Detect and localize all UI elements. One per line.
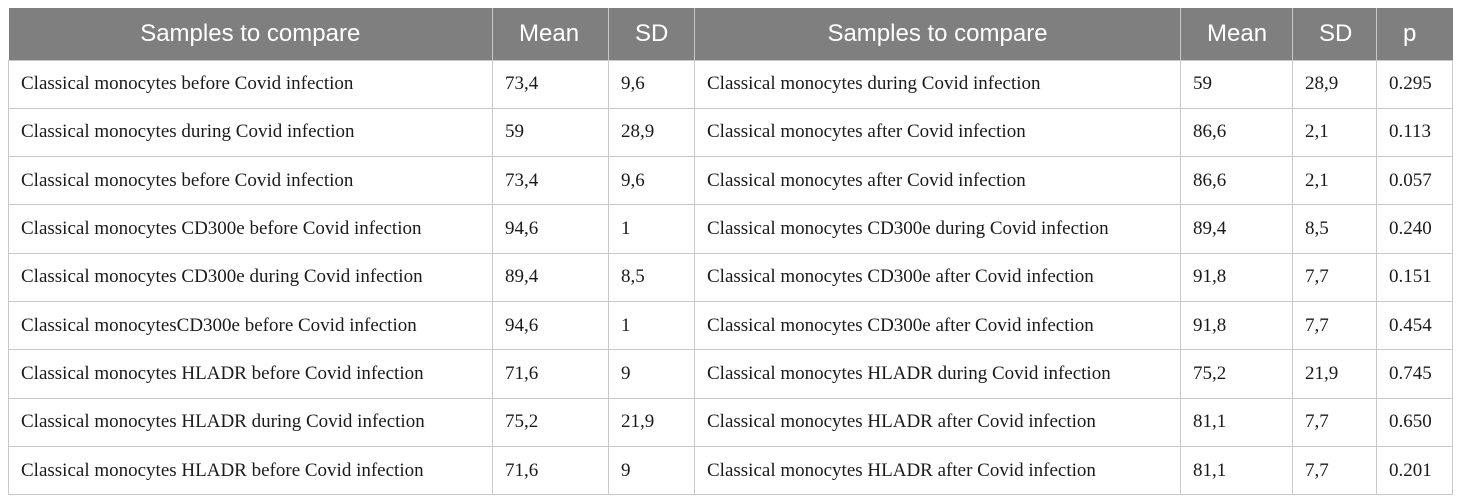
- cell-sample-a: Classical monocytes during Covid infecti…: [8, 107, 493, 158]
- cell-mean-a: 73,4: [492, 156, 609, 206]
- cell-sd-b: 7,7: [1292, 252, 1377, 302]
- cell-sd-a: 9,6: [608, 156, 695, 206]
- cell-sd-a: 28,9: [608, 107, 695, 158]
- cell-sd-b: 2,1: [1292, 156, 1377, 206]
- table-row: Classical monocytes HLADR during Covid i…: [8, 397, 1453, 447]
- cell-sample-b: Classical monocytes during Covid infecti…: [694, 59, 1181, 109]
- cell-p-value: 0.201: [1376, 445, 1453, 496]
- cell-p-value: 0.057: [1376, 156, 1453, 206]
- cell-mean-b: 89,4: [1180, 204, 1293, 254]
- cell-sd-b: 28,9: [1292, 59, 1377, 109]
- header-samples-1: Samples to compare: [8, 8, 493, 60]
- cell-p-value: 0.650: [1376, 397, 1453, 447]
- cell-mean-a: 71,6: [492, 349, 609, 399]
- cell-sd-a: 1: [608, 204, 695, 254]
- cell-sd-b: 2,1: [1292, 107, 1377, 158]
- cell-mean-b: 91,8: [1180, 252, 1293, 302]
- cell-sd-a: 9: [608, 445, 695, 496]
- cell-mean-b: 81,1: [1180, 397, 1293, 447]
- cell-sample-a: Classical monocytes before Covid infecti…: [8, 59, 493, 109]
- cell-mean-a: 71,6: [492, 445, 609, 496]
- header-samples-2: Samples to compare: [694, 8, 1181, 60]
- cell-sample-b: Classical monocytes CD300e after Covid i…: [694, 252, 1181, 302]
- cell-mean-a: 59: [492, 107, 609, 158]
- cell-mean-a: 94,6: [492, 204, 609, 254]
- comparison-table: Samples to compare Mean SD Samples to co…: [8, 8, 1453, 496]
- cell-sample-b: Classical monocytes after Covid infectio…: [694, 107, 1181, 158]
- comparison-table-container: Samples to compare Mean SD Samples to co…: [8, 8, 1453, 496]
- table-header: Samples to compare Mean SD Samples to co…: [8, 8, 1453, 60]
- cell-mean-a: 75,2: [492, 397, 609, 447]
- cell-mean-b: 91,8: [1180, 300, 1293, 351]
- header-p: p: [1376, 8, 1453, 60]
- cell-sample-b: Classical monocytes CD300e after Covid i…: [694, 300, 1181, 351]
- cell-p-value: 0.151: [1376, 252, 1453, 302]
- table-row: Classical monocytes before Covid infecti…: [8, 59, 1453, 109]
- table-row: Classical monocytes CD300e during Covid …: [8, 252, 1453, 302]
- cell-sample-b: Classical monocytes after Covid infectio…: [694, 156, 1181, 206]
- cell-sd-b: 21,9: [1292, 349, 1377, 399]
- table-row: Classical monocytesCD300e before Covid i…: [8, 300, 1453, 351]
- cell-mean-b: 75,2: [1180, 349, 1293, 399]
- cell-sample-a: Classical monocytes before Covid infecti…: [8, 156, 493, 206]
- cell-sample-a: Classical monocytes CD300e during Covid …: [8, 252, 493, 302]
- cell-p-value: 0.745: [1376, 349, 1453, 399]
- cell-sd-a: 8,5: [608, 252, 695, 302]
- header-row: Samples to compare Mean SD Samples to co…: [8, 8, 1453, 60]
- cell-sd-b: 7,7: [1292, 445, 1377, 496]
- cell-mean-b: 86,6: [1180, 107, 1293, 158]
- cell-mean-a: 89,4: [492, 252, 609, 302]
- header-sd-2: SD: [1292, 8, 1377, 60]
- header-sd-1: SD: [608, 8, 695, 60]
- cell-sample-b: Classical monocytes HLADR after Covid in…: [694, 445, 1181, 496]
- cell-sample-a: Classical monocytesCD300e before Covid i…: [8, 300, 493, 351]
- cell-sample-b: Classical monocytes CD300e during Covid …: [694, 204, 1181, 254]
- cell-sd-b: 7,7: [1292, 300, 1377, 351]
- header-mean-2: Mean: [1180, 8, 1293, 60]
- cell-sample-a: Classical monocytes HLADR before Covid i…: [8, 445, 493, 496]
- cell-sample-a: Classical monocytes HLADR before Covid i…: [8, 349, 493, 399]
- cell-sample-a: Classical monocytes CD300e before Covid …: [8, 204, 493, 254]
- table-row: Classical monocytes before Covid infecti…: [8, 156, 1453, 206]
- cell-p-value: 0.240: [1376, 204, 1453, 254]
- cell-mean-b: 86,6: [1180, 156, 1293, 206]
- table-row: Classical monocytes HLADR before Covid i…: [8, 445, 1453, 496]
- table-row: Classical monocytes during Covid infecti…: [8, 107, 1453, 158]
- cell-sd-a: 1: [608, 300, 695, 351]
- cell-sd-a: 9: [608, 349, 695, 399]
- cell-sd-b: 8,5: [1292, 204, 1377, 254]
- cell-p-value: 0.295: [1376, 59, 1453, 109]
- cell-mean-b: 81,1: [1180, 445, 1293, 496]
- cell-sample-b: Classical monocytes HLADR after Covid in…: [694, 397, 1181, 447]
- cell-p-value: 0.113: [1376, 107, 1453, 158]
- table-row: Classical monocytes CD300e before Covid …: [8, 204, 1453, 254]
- cell-sd-a: 9,6: [608, 59, 695, 109]
- cell-mean-a: 73,4: [492, 59, 609, 109]
- table-row: Classical monocytes HLADR before Covid i…: [8, 349, 1453, 399]
- header-mean-1: Mean: [492, 8, 609, 60]
- cell-mean-b: 59: [1180, 59, 1293, 109]
- cell-sd-b: 7,7: [1292, 397, 1377, 447]
- cell-sample-b: Classical monocytes HLADR during Covid i…: [694, 349, 1181, 399]
- cell-sample-a: Classical monocytes HLADR during Covid i…: [8, 397, 493, 447]
- table-body: Classical monocytes before Covid infecti…: [8, 59, 1453, 496]
- cell-p-value: 0.454: [1376, 300, 1453, 351]
- cell-sd-a: 21,9: [608, 397, 695, 447]
- cell-mean-a: 94,6: [492, 300, 609, 351]
